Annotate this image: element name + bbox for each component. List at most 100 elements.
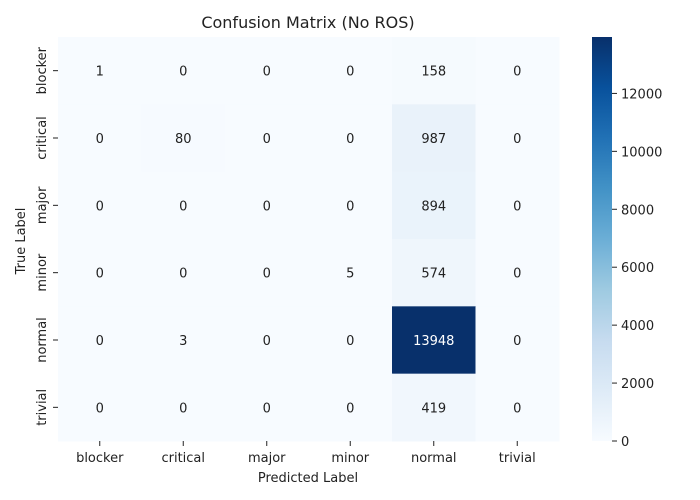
colorbar [592,37,612,441]
x-axis-label: Predicted Label [258,471,358,486]
heatmap-cell [225,373,309,442]
y-tick-label: blocker [35,46,50,94]
heatmap-cell [58,104,142,173]
heatmap-cell [308,104,393,173]
heatmap-cell [308,373,393,442]
y-tick-label: normal [35,317,50,363]
cell-value-label: 0 [513,132,521,147]
cell-value-label: 0 [346,132,354,147]
colorbar-tick-label: 6000 [621,261,654,276]
heatmap-cell [141,37,226,105]
heatmap-cells [58,37,560,442]
heatmap-cell [475,373,560,442]
cell-value-label: 13948 [413,334,454,349]
y-tick-label: major [35,186,50,224]
cell-value-label: 0 [513,267,521,282]
heatmap-cell [475,171,560,240]
cell-value-label: 0 [263,267,271,282]
y-tick-label: trivial [35,389,50,426]
cell-value-label: 0 [346,65,354,80]
heatmap-cell [392,373,476,442]
x-axis-ticks: blocker critical major minor normal trivial [76,441,536,466]
cell-value-label: 0 [179,199,187,214]
cell-value-label: 987 [421,132,446,147]
cell-value-label: 574 [421,267,446,282]
heatmap-cell [392,37,476,105]
heatmap-cell [475,239,560,307]
heatmap-cell [58,373,142,442]
heatmap-cell [475,306,560,375]
heatmap-cell [141,104,226,173]
heatmap-cell-labels: 1 0 0 0 158 0 0 80 0 0 987 0 0 0 0 0 894 0 0 0 0 5 574 0 0 3 0 0 139… [96,65,522,417]
colorbar-tick-label: 8000 [621,203,654,218]
heatmap-cell [225,104,309,173]
cell-value-label: 0 [96,199,104,214]
cell-value-label: 0 [513,334,521,349]
heatmap-cell [392,171,476,240]
cell-value-label: 0 [513,199,521,214]
heatmap-cell [392,306,476,375]
cell-value-label: 80 [175,132,192,147]
cell-value-label: 0 [263,132,271,147]
cell-value-label: 0 [96,334,104,349]
heatmap-cell [141,306,226,375]
cell-value-label: 0 [346,199,354,214]
heatmap-cell [141,171,226,240]
y-axis-ticks: blocker critical major minor normal trivial [35,46,58,426]
x-tick-label: normal [411,451,457,466]
heatmap-cell [308,37,393,105]
heatmap-cell [225,171,309,240]
cell-value-label: 419 [421,401,446,416]
cell-value-label: 0 [263,65,271,80]
cell-value-label: 0 [179,65,187,80]
cell-value-label: 1 [96,65,104,80]
heatmap-cell [308,306,393,375]
x-tick-label: major [248,451,286,466]
cell-value-label: 158 [421,65,446,80]
colorbar-tick-label: 0 [621,435,629,450]
heatmap-cell [225,306,309,375]
heatmap-cell [58,171,142,240]
cell-value-label: 0 [263,401,271,416]
colorbar-tick-label: 12000 [621,87,662,102]
heatmap-cell [225,37,309,105]
cell-value-label: 0 [513,401,521,416]
colorbar-tick-label: 2000 [621,377,654,392]
cell-value-label: 5 [346,267,354,282]
x-tick-label: minor [331,451,369,466]
colorbar-tick-label: 4000 [621,319,654,334]
y-axis-label: True Label [14,208,29,276]
heatmap-cell [58,306,142,375]
heatmap-cell [392,239,476,307]
cell-value-label: 0 [96,401,104,416]
cell-value-label: 894 [421,199,446,214]
y-tick-label: critical [35,116,50,160]
cell-value-label: 0 [513,65,521,80]
cell-value-label: 0 [96,132,104,147]
heatmap-cell [475,37,560,105]
heatmap-cell [308,239,393,307]
chart-title: Confusion Matrix (No ROS) [201,13,414,32]
cell-value-label: 0 [96,267,104,282]
heatmap-cell [141,239,226,307]
x-tick-label: critical [161,451,205,466]
cell-value-label: 0 [179,267,187,282]
heatmap-cell [141,373,226,442]
colorbar-ticks: 0 2000 4000 6000 8000 10000 12000 [612,87,662,450]
cell-value-label: 0 [179,401,187,416]
cell-value-label: 0 [263,334,271,349]
heatmap-cell [308,171,393,240]
heatmap-cell [475,104,560,173]
heatmap-cell [58,37,142,105]
colorbar-tick-label: 10000 [621,145,662,160]
cell-value-label: 3 [179,334,187,349]
cell-value-label: 0 [346,401,354,416]
x-tick-label: trivial [499,451,536,466]
cell-value-label: 0 [263,199,271,214]
heatmap-cell [58,239,142,307]
heatmap-cell [392,104,476,173]
heatmap-cell [225,239,309,307]
y-tick-label: minor [35,253,50,291]
x-tick-label: blocker [76,451,124,466]
